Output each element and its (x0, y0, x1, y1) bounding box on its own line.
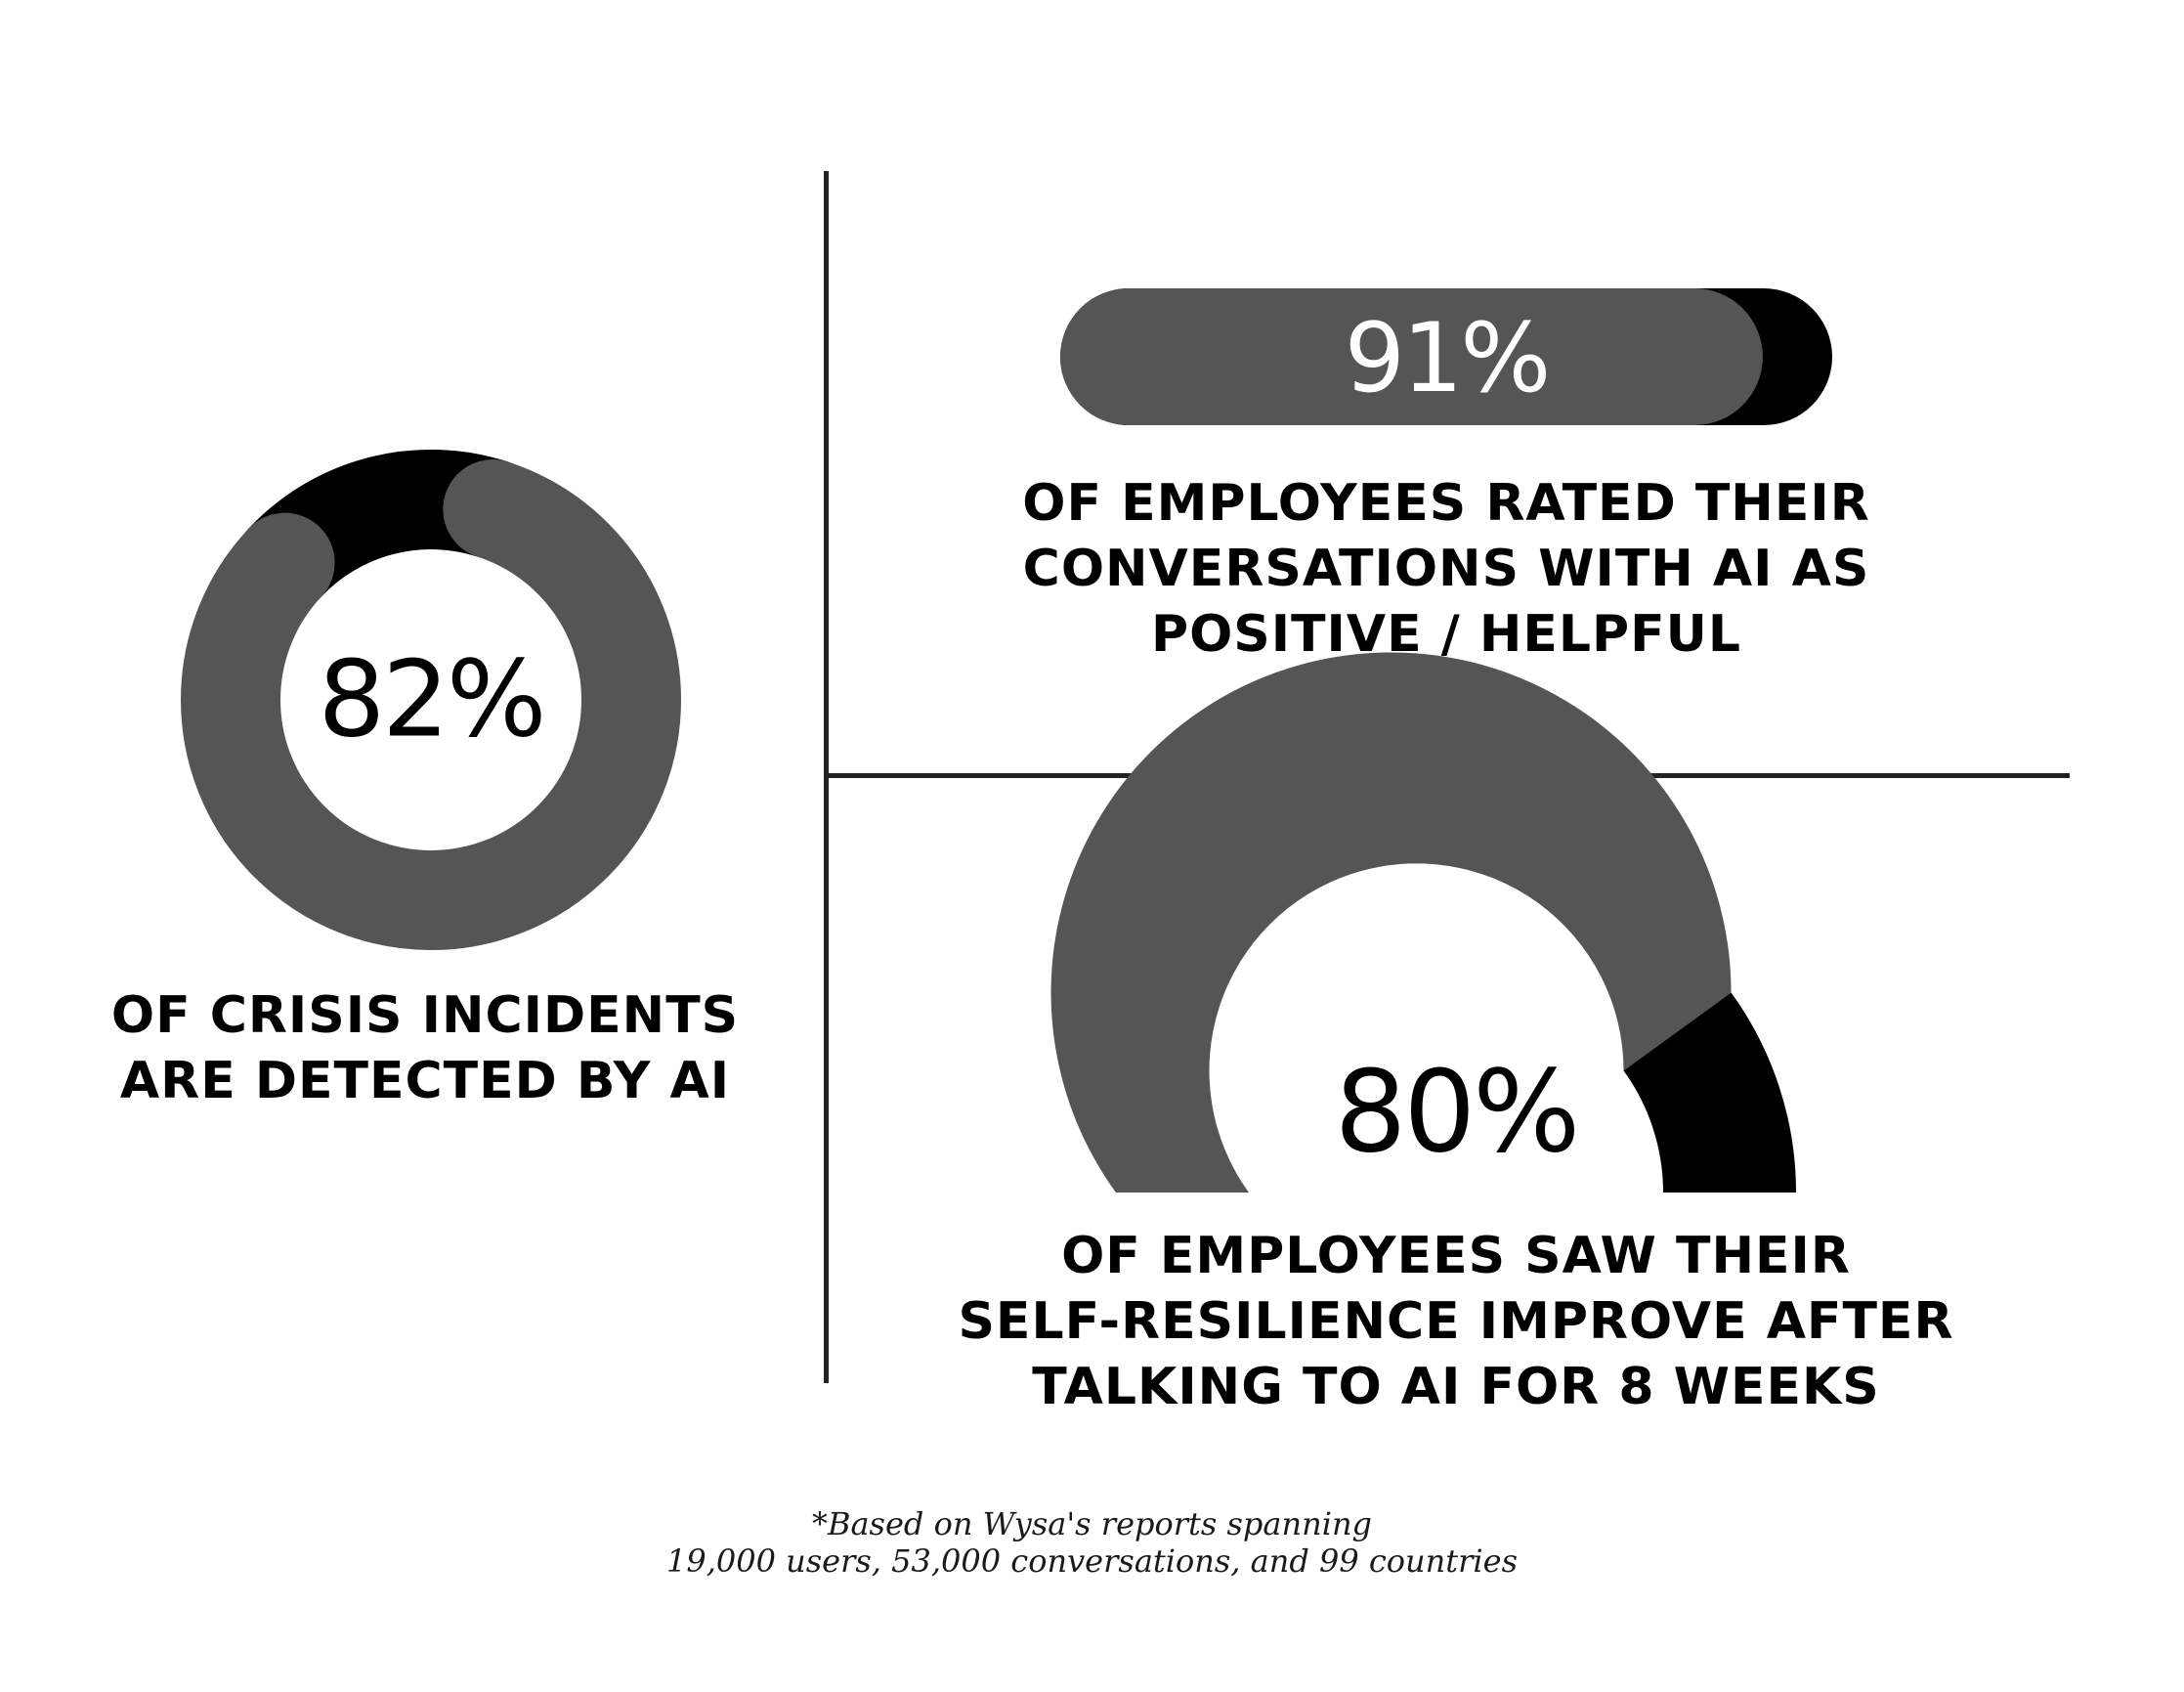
progress-caption-line-1: OF EMPLOYEES RATED THEIR (1022, 474, 1870, 533)
donut-caption-line-1: OF CRISIS INCIDENTS (110, 986, 740, 1045)
gauge-value-segment (1050, 652, 1732, 1193)
gauge-caption-line-3: TALKING TO AI FOR 8 WEEKS (1032, 1358, 1880, 1416)
donut-value-label: 82% (318, 639, 543, 761)
gauge-caption: OF EMPLOYEES SAW THEIR SELF-RESILIENCE I… (938, 1224, 1974, 1420)
gauge-caption-line-1: OF EMPLOYEES SAW THEIR (1061, 1227, 1851, 1285)
donut-caption: OF CRISIS INCIDENTS ARE DETECTED BY AI (39, 983, 811, 1114)
progress-caption: OF EMPLOYEES RATED THEIR CONVERSATIONS W… (958, 471, 1935, 668)
donut-value-cap (234, 459, 545, 614)
progress-bar-positive: 91% (1060, 288, 1832, 425)
donut-caption-line-2: ARE DETECTED BY AI (119, 1052, 731, 1110)
progress-fill (1060, 288, 1763, 425)
gauge-chart-resilience: 80% (1050, 652, 1796, 1193)
progress-caption-line-3: POSITIVE / HELPFUL (1150, 605, 1742, 664)
progress-caption-line-2: CONVERSATIONS WITH AI AS (1022, 540, 1870, 598)
vertical-divider (824, 171, 829, 1383)
gauge-remainder-segment (1623, 992, 1796, 1193)
source-footnote: *Based on Wysa's reports spanning 19,000… (0, 1505, 2184, 1580)
footnote-line-2: 19,000 users, 53,000 conversations, and … (665, 1542, 1519, 1580)
gauge-caption-line-2: SELF-RESILIENCE IMPROVE AFTER (958, 1292, 1954, 1351)
footnote-line-1: *Based on Wysa's reports spanning (811, 1505, 1373, 1542)
progress-value-label: 91% (1345, 303, 1549, 414)
gauge-value-label: 80% (1335, 1047, 1578, 1179)
donut-chart-crisis: 82% (181, 450, 681, 950)
